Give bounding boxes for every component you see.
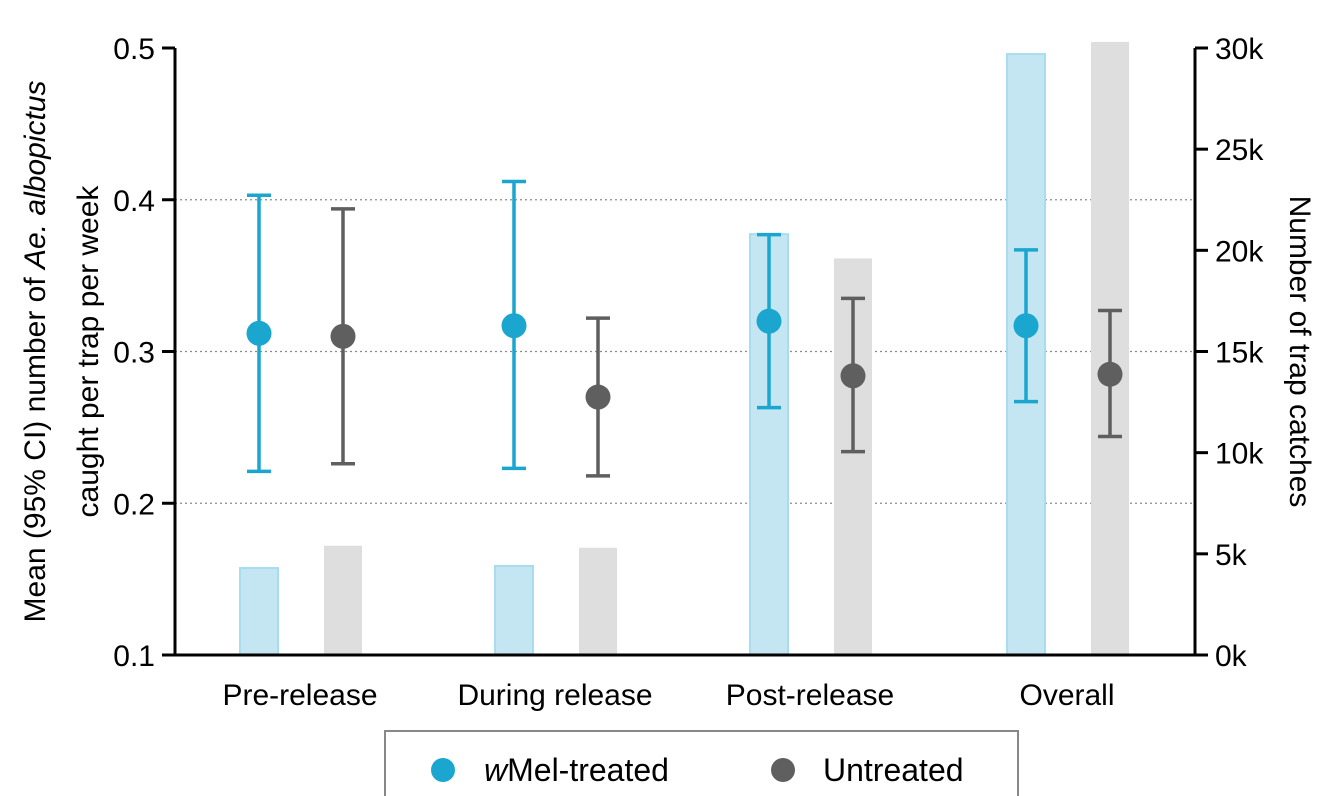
category-label: Pre-release (222, 679, 377, 712)
axes: 0.1 0.2 0.3 0.4 0.5 0k 5k 10k 15k 20k 25k 30k (113, 33, 1264, 673)
axis-labels: Pre-release During release Post-release Ove… (19, 81, 1316, 712)
bar-wmel-1 (494, 564, 534, 656)
left-tick-label: 0.1 (113, 640, 155, 673)
trap-catch-bars (239, 41, 1129, 656)
mean-ci-errorbars (246, 179, 1123, 478)
category-label: During release (457, 679, 652, 712)
bar-wmel-0 (239, 566, 279, 656)
legend-label-untreated: Untreated (823, 752, 964, 788)
mean-point-untreated-0 (330, 323, 356, 349)
right-tick-label: 15k (1215, 337, 1264, 370)
mean-point-wmel-2 (756, 308, 782, 334)
mean-point-wmel-1 (501, 313, 527, 339)
left-axis-title-part: Mean (95% CI) number of (19, 269, 52, 622)
right-axis-title: Number of trap catches (1283, 196, 1316, 508)
right-tick-label: 30k (1215, 33, 1264, 66)
mean-point-untreated-1 (585, 384, 611, 410)
right-tick-label: 10k (1215, 438, 1264, 471)
mean-point-wmel-3 (1013, 313, 1039, 339)
bar-untreated-0 (324, 545, 362, 655)
mean-point-untreated-2 (840, 363, 866, 389)
mean-point-untreated-3 (1097, 361, 1123, 387)
right-tick-label: 0k (1215, 640, 1248, 673)
legend: wMel-treated Untreated (384, 730, 1019, 796)
legend-box (384, 730, 1019, 796)
legend-label-wmel: wMel-treated (484, 752, 669, 788)
left-tick-label: 0.4 (113, 185, 155, 218)
left-axis-title-line2: caught per trap per week (72, 185, 105, 518)
left-tick-label: 0.2 (113, 488, 155, 521)
right-tick-label: 5k (1215, 539, 1248, 572)
category-label: Overall (1019, 679, 1114, 712)
left-tick-label: 0.3 (113, 337, 155, 370)
legend-marker-untreated (771, 758, 795, 782)
left-axis-title: Mean (95% CI) number of Ae. albopictus (19, 81, 52, 623)
legend-label-wmel-rest: Mel-treated (507, 752, 669, 788)
category-label: Post-release (726, 679, 894, 712)
left-tick-label: 0.5 (113, 33, 155, 66)
legend-marker-wmel (431, 758, 455, 782)
right-tick-label: 25k (1215, 134, 1264, 167)
bar-untreated-1 (579, 547, 617, 655)
mean-point-wmel-0 (246, 320, 272, 346)
right-tick-label: 20k (1215, 235, 1264, 268)
left-axis-title-part: Ae. albopictus (19, 81, 52, 271)
legend-label-wmel-prefix: w (484, 752, 509, 788)
